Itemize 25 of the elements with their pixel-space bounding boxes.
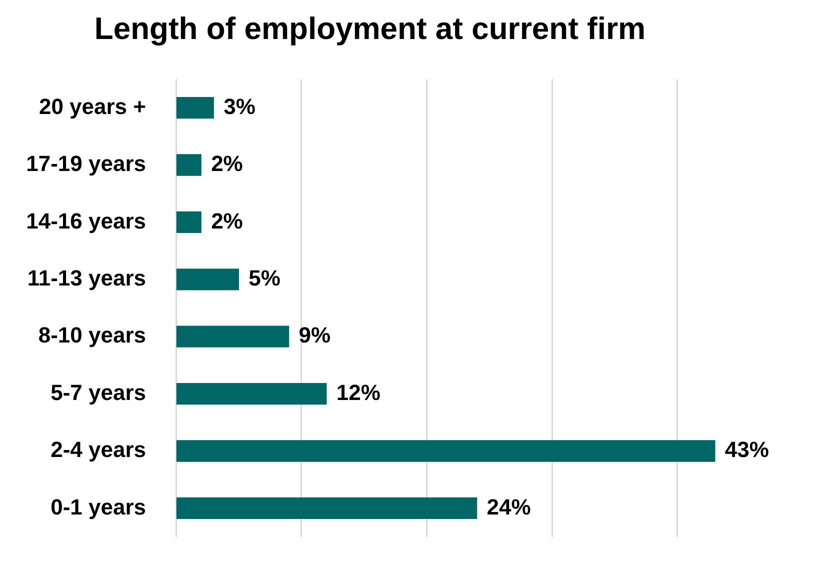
bar <box>176 154 202 176</box>
y-tick-label: 20 years + <box>38 94 146 119</box>
y-tick-label: 17-19 years <box>26 151 146 176</box>
data-label: 2% <box>211 208 243 234</box>
data-label: 5% <box>248 265 280 290</box>
y-tick-label: 11-13 years <box>27 265 146 290</box>
bar <box>176 268 239 290</box>
data-label: 2% <box>211 151 243 176</box>
y-tick-label: 2-4 years <box>50 437 146 462</box>
bar <box>176 326 290 348</box>
bar <box>176 497 478 520</box>
chart-title: Length of employment at current firm <box>94 11 646 46</box>
data-label: 24% <box>486 494 531 520</box>
data-label: 9% <box>298 322 331 348</box>
y-tick-label: 0-1 years <box>50 494 146 520</box>
y-tick-label: 14-16 years <box>26 208 146 234</box>
data-label: 12% <box>336 380 380 405</box>
bar <box>176 382 327 405</box>
data-label: 43% <box>724 437 769 462</box>
data-label: 3% <box>224 94 256 119</box>
bar <box>176 96 214 119</box>
bar <box>176 440 716 462</box>
y-tick-label: 8-10 years <box>38 322 146 348</box>
bar <box>176 211 202 234</box>
y-tick-label: 5-7 years <box>50 380 146 405</box>
